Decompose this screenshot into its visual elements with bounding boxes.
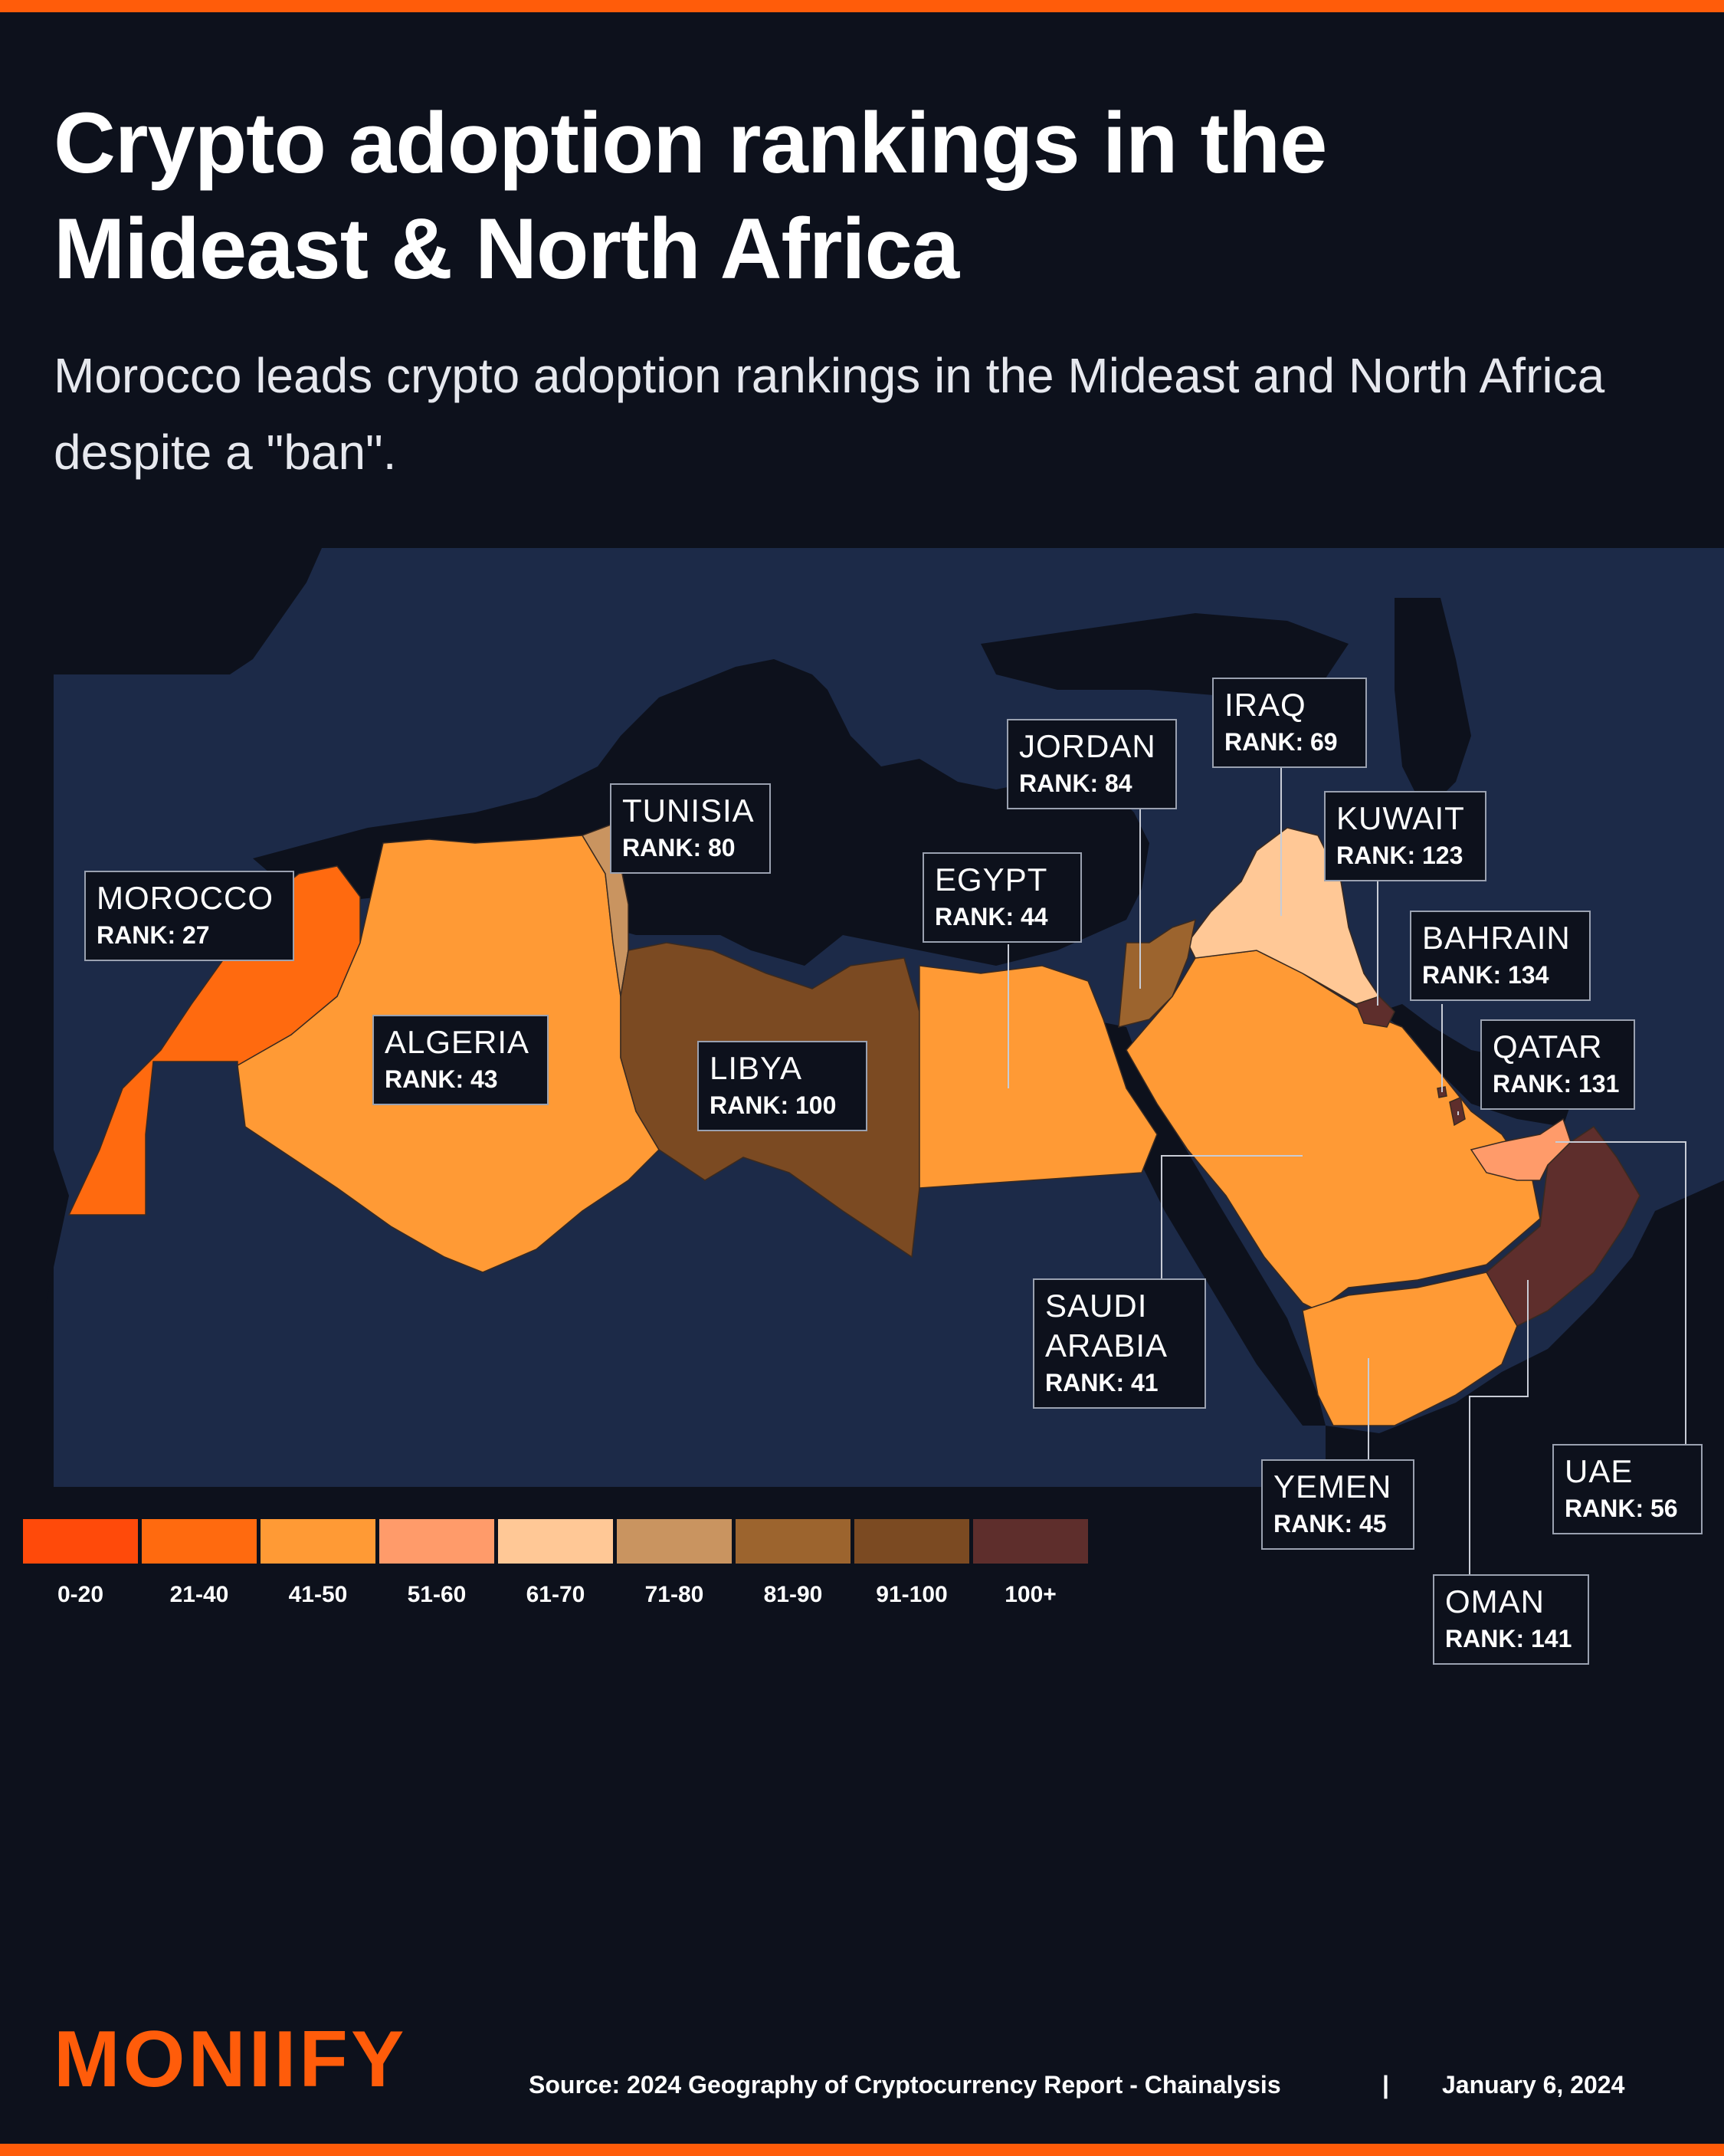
legend-label: 71-80 xyxy=(644,1582,704,1607)
legend-swatch xyxy=(854,1519,969,1564)
leader-line-uae xyxy=(1555,1141,1686,1446)
sea-atlantic-top xyxy=(54,548,322,674)
country-rank: RANK: 131 xyxy=(1493,1070,1620,1098)
label-saudi-arabia: SAUDI ARABIA RANK: 41 xyxy=(1033,1278,1206,1409)
country-name: ALGERIA xyxy=(385,1024,530,1060)
legend-item: 91-100 xyxy=(854,1519,969,1608)
page-title: Crypto adoption rankings in the Mideast … xyxy=(54,95,1327,297)
country-rank: RANK: 41 xyxy=(1045,1369,1159,1396)
legend-item: 100+ xyxy=(973,1519,1088,1608)
page-subtitle: Morocco leads crypto adoption rankings i… xyxy=(54,348,1605,480)
leader-line-saudi xyxy=(1161,1155,1303,1278)
legend-swatch xyxy=(498,1519,613,1564)
legend-label: 51-60 xyxy=(407,1582,467,1607)
legend-swatch xyxy=(142,1519,257,1564)
label-oman: OMAN RANK: 141 xyxy=(1433,1574,1589,1665)
country-name: LIBYA xyxy=(710,1050,802,1086)
legend-label: 61-70 xyxy=(526,1582,585,1607)
label-kuwait: KUWAIT RANK: 123 xyxy=(1324,791,1486,881)
bottom-accent-bar xyxy=(0,2144,1724,2156)
legend-label: 81-90 xyxy=(763,1582,823,1607)
country-rank: RANK: 84 xyxy=(1019,770,1132,797)
country-rank: RANK: 56 xyxy=(1565,1495,1678,1522)
sea-atlantic-west xyxy=(15,1150,69,1487)
country-rank: RANK: 44 xyxy=(935,903,1048,930)
label-jordan: JORDAN RANK: 84 xyxy=(1007,719,1177,809)
legend-item: 81-90 xyxy=(736,1519,851,1608)
label-morocco: MOROCCO RANK: 27 xyxy=(84,871,294,961)
footer-separator: | xyxy=(1382,2071,1389,2099)
label-yemen: YEMEN RANK: 45 xyxy=(1261,1459,1414,1550)
label-libya: LIBYA RANK: 100 xyxy=(697,1041,867,1131)
legend-item: 21-40 xyxy=(142,1519,257,1608)
country-name: UAE xyxy=(1565,1453,1634,1489)
country-name: OMAN xyxy=(1445,1583,1545,1619)
legend-item: 61-70 xyxy=(498,1519,613,1608)
country-name: TUNISIA xyxy=(622,793,755,829)
country-rank: RANK: 123 xyxy=(1336,842,1463,869)
legend-swatch xyxy=(973,1519,1088,1564)
country-shape-uae xyxy=(1470,1117,1572,1181)
country-name: IRAQ xyxy=(1224,687,1306,723)
country-name: MOROCCO xyxy=(97,880,274,916)
country-rank: RANK: 100 xyxy=(710,1091,837,1119)
legend-label: 91-100 xyxy=(876,1582,948,1607)
legend-label: 0-20 xyxy=(57,1582,104,1607)
country-name: KUWAIT xyxy=(1336,800,1465,836)
country-rank: RANK: 80 xyxy=(622,834,736,861)
sea-caspian xyxy=(1395,598,1471,812)
country-name: YEMEN xyxy=(1273,1469,1392,1505)
country-rank: RANK: 141 xyxy=(1445,1625,1572,1652)
country-shape-yemen xyxy=(1302,1272,1518,1426)
country-rank: RANK: 69 xyxy=(1224,728,1338,756)
sea-arabian xyxy=(1326,1180,1724,1487)
label-algeria: ALGERIA RANK: 43 xyxy=(372,1015,549,1105)
country-rank: RANK: 45 xyxy=(1273,1510,1387,1537)
label-egypt: EGYPT RANK: 44 xyxy=(923,852,1082,943)
legend-label: 21-40 xyxy=(169,1582,229,1607)
legend-label: 100+ xyxy=(1005,1582,1057,1607)
label-tunisia: TUNISIA RANK: 80 xyxy=(610,783,771,874)
legend-item: 41-50 xyxy=(261,1519,375,1608)
legend-swatch xyxy=(379,1519,494,1564)
legend-swatch xyxy=(261,1519,375,1564)
leader-line-oman xyxy=(1469,1280,1529,1574)
legend-item: 0-20 xyxy=(23,1519,138,1608)
country-shape-egypt xyxy=(919,965,1158,1189)
country-rank: RANK: 27 xyxy=(97,921,210,949)
label-bahrain: BAHRAIN RANK: 134 xyxy=(1410,911,1591,1001)
country-rank: RANK: 134 xyxy=(1422,961,1549,989)
country-name: JORDAN xyxy=(1019,728,1156,764)
map-legend: 0-20 21-40 41-50 51-60 61-70 71-80 81-90… xyxy=(23,1519,1092,1608)
legend-item: 51-60 xyxy=(379,1519,494,1608)
legend-label: 41-50 xyxy=(288,1582,348,1607)
country-rank: RANK: 43 xyxy=(385,1065,498,1093)
source-text: Source: 2024 Geography of Cryptocurrency… xyxy=(529,2071,1281,2099)
date-text: January 6, 2024 xyxy=(1442,2071,1625,2099)
country-shape-oman xyxy=(1486,1125,1640,1327)
label-uae: UAE RANK: 56 xyxy=(1552,1444,1703,1534)
country-shape-jordan xyxy=(1118,918,1196,1028)
legend-item: 71-80 xyxy=(617,1519,732,1608)
country-name: EGYPT xyxy=(935,861,1048,898)
legend-swatch xyxy=(736,1519,851,1564)
country-name: QATAR xyxy=(1493,1029,1603,1065)
sea-black-sea xyxy=(981,613,1349,697)
legend-swatch xyxy=(617,1519,732,1564)
leader-lines xyxy=(1008,768,1686,1574)
label-qatar: QATAR RANK: 131 xyxy=(1480,1019,1635,1110)
label-iraq: IRAQ RANK: 69 xyxy=(1212,678,1367,768)
country-name: BAHRAIN xyxy=(1422,920,1571,956)
legend-swatch xyxy=(23,1519,138,1564)
brand-logo: MONIIFY xyxy=(54,2015,408,2104)
country-name: SAUDI ARABIA xyxy=(1045,1288,1168,1363)
top-accent-bar xyxy=(0,0,1724,12)
